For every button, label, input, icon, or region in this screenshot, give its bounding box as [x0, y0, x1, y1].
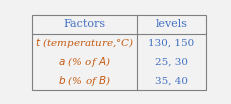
Text: $a$ (% of $A$): $a$ (% of $A$) — [58, 55, 111, 69]
Text: 25, 30: 25, 30 — [155, 57, 188, 66]
Text: $t$ (temperature,°C): $t$ (temperature,°C) — [35, 36, 134, 50]
Text: levels: levels — [155, 19, 187, 29]
Text: $b$ (% of $B$): $b$ (% of $B$) — [58, 74, 111, 88]
Text: 130, 150: 130, 150 — [148, 39, 195, 48]
Text: 35, 40: 35, 40 — [155, 76, 188, 85]
Text: Factors: Factors — [64, 19, 106, 29]
